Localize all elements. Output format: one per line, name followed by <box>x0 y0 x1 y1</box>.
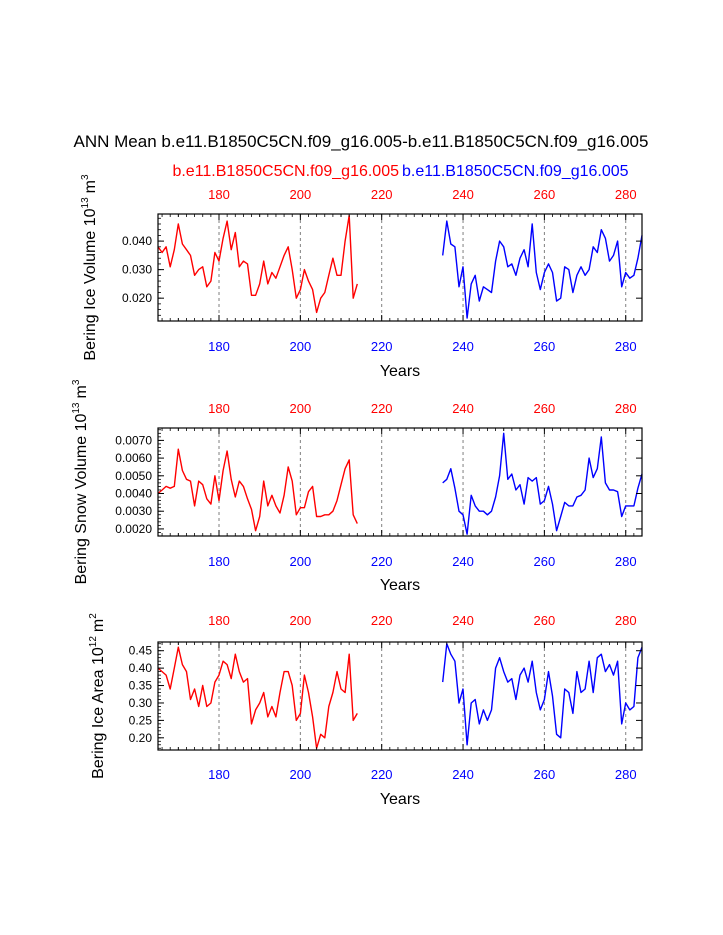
x-tick-label-bottom: 220 <box>371 339 393 354</box>
x-tick-label-top: 220 <box>371 401 393 416</box>
x-tick-label-top: 240 <box>452 187 474 202</box>
y-tick-label: 0.0070 <box>115 433 152 447</box>
x-tick-label-top: 240 <box>452 613 474 628</box>
x-tick-label-bottom: 200 <box>290 339 312 354</box>
y-axis-label-unit: m <box>73 385 90 398</box>
x-tick-label-top: 260 <box>534 613 556 628</box>
x-tick-label-bottom: 280 <box>615 554 637 569</box>
y-tick-label: 0.0040 <box>115 487 152 501</box>
x-tick-label-bottom: 260 <box>534 767 556 782</box>
series-line-case1 <box>157 448 358 532</box>
x-tick-label-bottom: 260 <box>534 554 556 569</box>
plot-frame <box>157 427 643 537</box>
y-axis-label-unit-exponent: 3 <box>71 379 82 385</box>
series-line-case2 <box>442 643 643 746</box>
y-axis-label-text: Bering Ice Volume 10 <box>82 208 99 360</box>
y-axis-label: Bering Ice Volume 1013 m3 <box>80 174 99 361</box>
x-tick-label-bottom: 240 <box>452 554 474 569</box>
x-tick-label-top: 220 <box>371 613 393 628</box>
plot-frame <box>157 213 643 322</box>
x-axis-label: Years <box>380 577 420 594</box>
y-tick-label: 0.35 <box>129 679 153 693</box>
y-tick-label: 0.45 <box>129 644 153 658</box>
x-tick-label-top: 220 <box>371 187 393 202</box>
panel-ice-area: 0.20 0.25 0.30 0.35 0.40 0.45 180 180 200 200 220 2… <box>88 613 643 808</box>
series-line-case1 <box>157 646 358 749</box>
x-tick-label-bottom: 280 <box>615 339 637 354</box>
y-axis-label-unit-exponent: 3 <box>80 174 91 180</box>
x-tick-label-bottom: 240 <box>452 767 474 782</box>
x-tick-label-bottom: 180 <box>208 339 230 354</box>
series-line-case1 <box>157 214 358 314</box>
y-axis-label-exponent: 13 <box>71 402 82 414</box>
x-tick-label-bottom: 260 <box>534 339 556 354</box>
y-tick-label: 0.40 <box>129 661 153 675</box>
x-tick-label-top: 260 <box>534 187 556 202</box>
x-tick-label-bottom: 180 <box>208 767 230 782</box>
y-axis-label: Bering Snow Volume 1013 m3 <box>71 379 90 584</box>
x-tick-label-top: 180 <box>208 613 230 628</box>
x-tick-label-top: 180 <box>208 401 230 416</box>
y-axis-label-unit-exponent: 2 <box>88 613 99 619</box>
panel-snow-volume: 0.0020 0.0030 0.0040 0.0050 0.0060 0.0070 180 1… <box>71 379 643 594</box>
series-line-case2 <box>442 432 643 535</box>
x-tick-label-top: 280 <box>615 187 637 202</box>
x-tick-label-top: 240 <box>452 401 474 416</box>
figure-title: ANN Mean b.e11.B1850C5CN.f09_g16.005-b.e… <box>74 132 649 151</box>
y-tick-label: 0.0030 <box>115 504 152 518</box>
y-axis-label-exponent: 13 <box>80 197 91 209</box>
case1-name: b.e11.B1850C5CN.f09_g16.005 <box>172 163 399 180</box>
x-axis-label: Years <box>380 791 420 808</box>
x-tick-label-top: 200 <box>290 401 312 416</box>
x-tick-label-bottom: 220 <box>371 554 393 569</box>
y-tick-label: 0.25 <box>129 713 153 727</box>
y-axis-label-unit: m <box>82 180 99 193</box>
y-tick-label: 0.0020 <box>115 522 152 536</box>
x-tick-label-bottom: 220 <box>371 767 393 782</box>
x-tick-label-top: 280 <box>615 401 637 416</box>
x-tick-label-top: 260 <box>534 401 556 416</box>
x-tick-label-top: 280 <box>615 613 637 628</box>
x-tick-label-top: 200 <box>290 613 312 628</box>
y-tick-label: 0.030 <box>122 263 152 277</box>
y-tick-label: 0.20 <box>129 731 153 745</box>
x-axis-label: Years <box>380 363 420 380</box>
y-tick-label: 0.020 <box>122 291 152 305</box>
x-tick-label-bottom: 200 <box>290 554 312 569</box>
y-axis-label: Bering Ice Area 1012 m2 <box>88 613 107 779</box>
x-tick-label-bottom: 280 <box>615 767 637 782</box>
y-tick-label: 0.0060 <box>115 451 152 465</box>
x-tick-label-bottom: 240 <box>452 339 474 354</box>
y-tick-label: 0.30 <box>129 696 153 710</box>
y-axis-label-text: Bering Snow Volume 10 <box>73 414 90 585</box>
series-line-case2 <box>442 220 643 319</box>
y-tick-label: 0.0050 <box>115 469 152 483</box>
panel-ice-volume: 0.020 0.030 0.040 180 180 200 200 220 220 240 240 2… <box>80 174 643 380</box>
x-tick-label-top: 180 <box>208 187 230 202</box>
y-tick-label: 0.040 <box>122 234 152 248</box>
x-tick-label-top: 200 <box>290 187 312 202</box>
x-tick-label-bottom: 180 <box>208 554 230 569</box>
x-tick-label-bottom: 200 <box>290 767 312 782</box>
y-axis-label-exponent: 12 <box>88 636 99 648</box>
y-axis-label-text: Bering Ice Area 10 <box>90 647 107 779</box>
y-axis-label-unit: m <box>90 619 107 632</box>
case2-name: b.e11.B1850C5CN.f09_g16.005 <box>402 163 629 180</box>
